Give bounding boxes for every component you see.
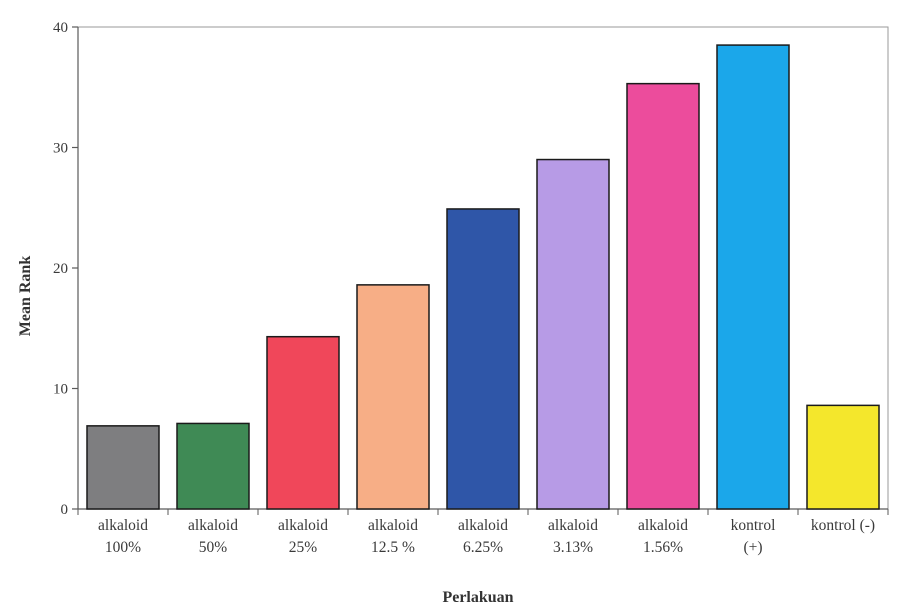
bar: [86, 425, 160, 510]
x-tick-label: 1.56%: [643, 539, 683, 556]
y-tick-label: 40: [53, 20, 68, 36]
bar: [356, 284, 430, 510]
bar: [716, 44, 790, 510]
x-tick-label: 100%: [105, 539, 141, 556]
y-axis-title: Mean Rank: [17, 256, 34, 337]
bar: [536, 158, 610, 510]
x-tick-label: kontrol: [731, 517, 776, 534]
y-tick-label: 30: [53, 141, 68, 157]
x-tick-label: alkaloid: [638, 517, 688, 534]
bar: [626, 82, 700, 510]
y-tick-label: 20: [53, 261, 68, 277]
x-tick-label: alkaloid: [98, 517, 148, 534]
x-axis-title: Perlakuan: [442, 589, 513, 606]
bar: [446, 208, 520, 510]
x-tick-label: alkaloid: [548, 517, 598, 534]
x-tick-label: alkaloid: [458, 517, 508, 534]
x-axis: alkaloid 100% alkaloid 50% alkaloid 25% alkalo…: [77, 508, 889, 556]
bar: [806, 404, 880, 510]
x-tick-label: (+): [743, 539, 762, 556]
y-axis: 0 10 20 30 40: [53, 20, 79, 518]
y-tick-label: 0: [61, 502, 69, 518]
x-tick-label: 12.5 %: [371, 539, 415, 556]
bar: [266, 335, 340, 510]
x-tick-label: alkaloid: [368, 517, 418, 534]
bar: [176, 422, 250, 510]
x-tick-label: alkaloid: [188, 517, 238, 534]
y-tick-label: 10: [53, 382, 68, 398]
bars: [86, 44, 880, 510]
x-tick-label: 50%: [199, 539, 228, 556]
x-tick-label: 6.25%: [463, 539, 503, 556]
x-tick-label: 25%: [289, 539, 318, 556]
x-tick-label: alkaloid: [278, 517, 328, 534]
x-tick-label: kontrol (-): [811, 517, 875, 534]
x-tick-label: 3.13%: [553, 539, 593, 556]
